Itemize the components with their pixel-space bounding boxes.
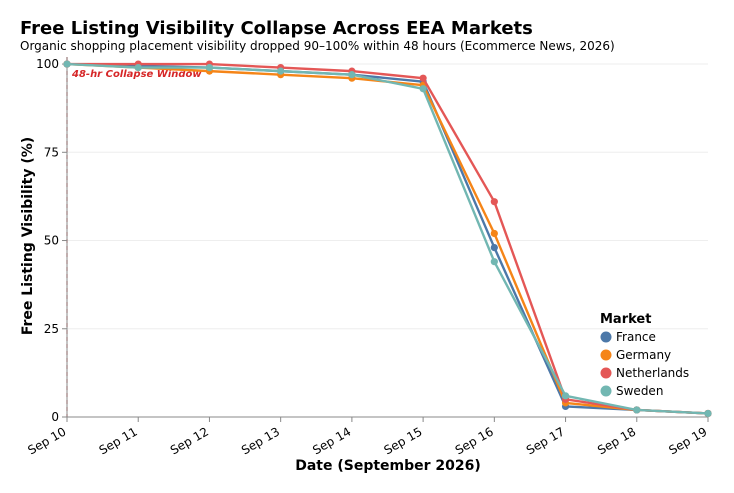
annotation-label: 48-hr Collapse Window: [71, 69, 202, 80]
y-tick-label-0: 0: [51, 410, 59, 424]
data-point-netherlands: [490, 198, 498, 206]
data-point-sweden: [348, 71, 356, 79]
axes: 0 25 50 75 100 Sep 10 Sep 11 Sep 12 Sep 13 Sep 14…: [25, 57, 710, 457]
x-tick-label: Sep 13: [239, 424, 282, 457]
data-point-sweden: [490, 258, 498, 266]
data-point-sweden: [277, 67, 285, 75]
data-point-sweden: [633, 406, 641, 414]
x-tick-label: Sep 11: [97, 424, 140, 457]
legend-swatch-france: [600, 331, 612, 343]
legend-label-netherlands: Netherlands: [616, 366, 689, 380]
legend-title: Market: [600, 312, 651, 327]
y-tick-label-50: 50: [44, 234, 59, 248]
grid-lines: [67, 63, 708, 418]
x-tick-label: Sep 16: [453, 424, 496, 457]
x-axis-title: Date (September 2026): [295, 458, 481, 474]
y-tick-label-25: 25: [44, 322, 59, 336]
data-point-sweden: [63, 60, 71, 68]
chart-subtitle: Organic shopping placement visibility dr…: [20, 39, 615, 53]
legend-swatch-germany: [600, 349, 612, 361]
series-line-france: [66, 62, 709, 415]
legend-label-sweden: Sweden: [616, 384, 663, 398]
legend: Market France Germany Netherlands Sweden: [600, 312, 689, 398]
data-point-netherlands: [419, 74, 427, 82]
x-tick-label: Sep 17: [524, 424, 567, 457]
legend-swatch-sweden: [600, 385, 612, 397]
data-point-germany: [490, 229, 498, 238]
data-point-sweden: [704, 409, 712, 418]
x-tick-label: Sep 18: [595, 424, 638, 457]
x-tick-label: Sep 10: [25, 424, 68, 457]
data-point-sweden: [561, 392, 570, 400]
data-point-sweden: [134, 63, 142, 72]
series-line-netherlands: [67, 62, 709, 415]
chart-title: Free Listing Visibility Collapse Across …: [20, 18, 533, 39]
series-layer: [63, 60, 712, 418]
x-tick-label: Sep 12: [168, 424, 211, 457]
data-point-sweden: [205, 63, 214, 72]
x-tick-label: Sep 14: [310, 424, 353, 457]
x-tick-label: Sep 15: [381, 424, 424, 457]
y-tick-label-100: 100: [36, 57, 59, 71]
series-line-germany: [66, 62, 709, 415]
legend-label-france: France: [616, 330, 656, 344]
y-axis-title: Free Listing Visibility (%): [20, 137, 36, 335]
series-line-sweden: [66, 62, 709, 415]
data-point-sweden: [419, 85, 427, 93]
x-tick-label: Sep 19: [666, 424, 709, 457]
legend-swatch-netherlands: [600, 367, 612, 379]
legend-label-germany: Germany: [616, 348, 671, 362]
y-tick-label-75: 75: [44, 145, 59, 159]
data-point-france: [490, 243, 498, 252]
annotation: 48-hr Collapse Window: [66, 57, 202, 417]
